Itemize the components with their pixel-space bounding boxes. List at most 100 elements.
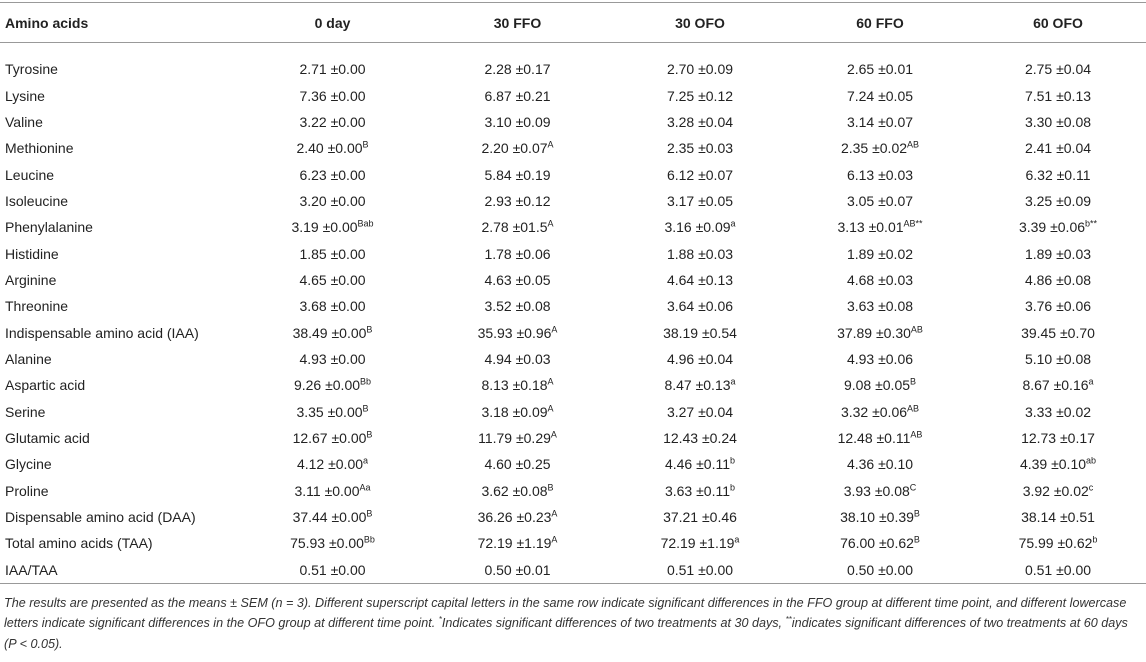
value-text: 4.39 ±0.10 (1019, 456, 1087, 473)
row-label: Proline (5, 482, 49, 499)
significance-mark: A (551, 508, 558, 519)
value-cell: 75.93 ±0.00Bb (240, 530, 425, 556)
value-cell: 3.62 ±0.08B (425, 478, 610, 504)
significance-mark: B (366, 508, 373, 519)
value-text: 72.19 ±1.19 (660, 535, 735, 552)
table-row: Phenylalanine 3.19 ±0.00Bab 2.78 ±01.5A 3.1… (0, 214, 1146, 240)
footnote-text: The results are presented as the means ±… (4, 595, 1127, 631)
value-cell: 72.19 ±1.19A (425, 530, 610, 556)
value-cell: 9.08 ±0.05B (790, 372, 970, 398)
significance-mark: a (730, 376, 736, 387)
table-row: IAA/TAA 0.51 ±0.00 0.50 ±0.01 0.51 ±0.00 0.5… (0, 557, 1146, 584)
value-cell: 1.89 ±0.03 (1024, 245, 1092, 262)
value-cell: 7.24 ±0.05 (846, 87, 914, 104)
value-cell: 3.33 ±0.02 (1024, 403, 1092, 420)
significance-mark: A (551, 534, 558, 545)
value-text: 3.92 ±0.02 (1022, 482, 1089, 499)
value-cell: 2.70 ±0.09 (666, 61, 734, 78)
value-text: 3.35 ±0.00 (296, 403, 363, 420)
value-cell: 3.30 ±0.08 (1024, 113, 1092, 130)
significance-mark: a (730, 218, 736, 229)
value-text: 36.26 ±0.23 (477, 509, 552, 526)
value-cell: 4.46 ±0.11b (610, 451, 790, 477)
significance-mark: AB (907, 402, 920, 413)
value-text: 3.16 ±0.09 (664, 219, 731, 236)
significance-mark: A (547, 139, 554, 150)
table-row: Serine 3.35 ±0.00B 3.18 ±0.09A 3.27 ±0.04 3.… (0, 398, 1146, 424)
row-label: Total amino acids (TAA) (5, 535, 153, 552)
value-cell: 12.67 ±0.00B (240, 425, 425, 451)
row-label: Histidine (5, 245, 59, 262)
value-cell: 7.36 ±0.00 (299, 87, 366, 104)
value-cell: 1.85 ±0.00 (299, 245, 366, 262)
value-cell: 3.25 ±0.09 (1024, 192, 1092, 209)
value-cell: 72.19 ±1.19a (610, 530, 790, 556)
significance-mark: a (1088, 376, 1094, 387)
value-text: 38.49 ±0.00 (292, 324, 367, 341)
value-cell: 2.40 ±0.00B (240, 135, 425, 161)
value-text: 3.32 ±0.06 (840, 403, 908, 420)
value-text: 37.44 ±0.00 (292, 509, 367, 526)
value-cell: 76.00 ±0.62B (790, 530, 970, 556)
value-cell: 3.92 ±0.02c (970, 478, 1146, 504)
table-row: Valine 3.22 ±0.00 3.10 ±0.09 3.28 ±0.04 3.14… (0, 109, 1146, 135)
column-header: 30 FFO (493, 14, 542, 31)
value-cell: 2.20 ±0.07A (425, 135, 610, 161)
value-text: 37.89 ±0.30 (837, 324, 911, 341)
value-cell: 3.13 ±0.01AB** (790, 214, 970, 240)
value-text: 8.13 ±0.18 (481, 377, 548, 394)
value-cell: 2.65 ±0.01 (846, 61, 914, 78)
row-label: Glycine (5, 456, 52, 473)
significance-mark: Bab (357, 218, 374, 229)
footnote-mark: ** (785, 615, 792, 625)
row-label: Dispensable amino acid (DAA) (5, 509, 196, 526)
value-cell: 2.35 ±0.02AB (790, 135, 970, 161)
table-row: Proline 3.11 ±0.00Aa 3.62 ±0.08B 3.63 ±0.11… (0, 478, 1146, 504)
value-cell: 4.94 ±0.03 (484, 350, 551, 367)
value-cell: 2.41 ±0.04 (1024, 140, 1092, 157)
value-cell: 35.93 ±0.96A (425, 319, 610, 345)
amino-acid-table: Amino acids 0 day 30 FFO 30 OFO 60 FFO 60 OFO… (0, 2, 1146, 584)
row-label: Alanine (5, 350, 52, 367)
value-cell: 3.05 ±0.07 (846, 192, 914, 209)
value-cell: 3.28 ±0.04 (666, 113, 734, 130)
value-cell: 3.10 ±0.09 (484, 113, 551, 130)
value-cell: 12.48 ±0.11AB (790, 425, 970, 451)
value-text: 76.00 ±0.62 (840, 535, 914, 552)
value-text: 12.67 ±0.00 (292, 429, 367, 446)
significance-mark: B (362, 139, 369, 150)
table-row: Threonine 3.68 ±0.00 3.52 ±0.08 3.64 ±0.06 3… (0, 293, 1146, 319)
table-row: Lysine 7.36 ±0.00 6.87 ±0.21 7.25 ±0.12 7.24… (0, 82, 1146, 108)
footnote-mark: * (438, 615, 442, 625)
value-cell: 3.63 ±0.08 (846, 298, 914, 315)
value-cell: 4.68 ±0.03 (846, 271, 914, 288)
column-header: 60 FFO (856, 14, 904, 31)
table-row: Total amino acids (TAA) 75.93 ±0.00Bb 72.1… (0, 530, 1146, 556)
value-cell: 11.79 ±0.29A (425, 425, 610, 451)
significance-mark: Aa (359, 482, 371, 493)
row-label: Leucine (5, 166, 55, 183)
significance-mark: AB (910, 429, 923, 440)
value-text: 3.18 ±0.09 (481, 403, 548, 420)
significance-mark: AB (907, 139, 920, 150)
value-cell: 3.14 ±0.07 (846, 113, 914, 130)
value-cell: 8.67 ±0.16a (970, 372, 1146, 398)
value-cell: 7.25 ±0.12 (666, 87, 734, 104)
value-text: 3.11 ±0.00 (294, 482, 360, 499)
value-cell: 4.63 ±0.05 (484, 271, 551, 288)
value-cell: 3.11 ±0.00Aa (240, 478, 425, 504)
significance-mark: a (734, 534, 740, 545)
value-text: 3.93 ±0.08 (843, 482, 910, 499)
value-cell: 0.50 ±0.00 (846, 561, 914, 578)
value-cell: 0.51 ±0.00 (1024, 561, 1092, 578)
value-text: 3.19 ±0.00 (291, 219, 358, 236)
value-cell: 4.96 ±0.04 (666, 350, 734, 367)
row-label: IAA/TAA (5, 561, 58, 578)
value-cell: 38.49 ±0.00B (240, 319, 425, 345)
significance-mark: A (550, 429, 557, 440)
value-text: 38.10 ±0.39 (840, 509, 914, 526)
column-header: 0 day (314, 14, 351, 31)
value-cell: 36.26 ±0.23A (425, 504, 610, 530)
value-cell: 4.12 ±0.00a (240, 451, 425, 477)
value-text: 2.35 ±0.02 (840, 140, 908, 157)
